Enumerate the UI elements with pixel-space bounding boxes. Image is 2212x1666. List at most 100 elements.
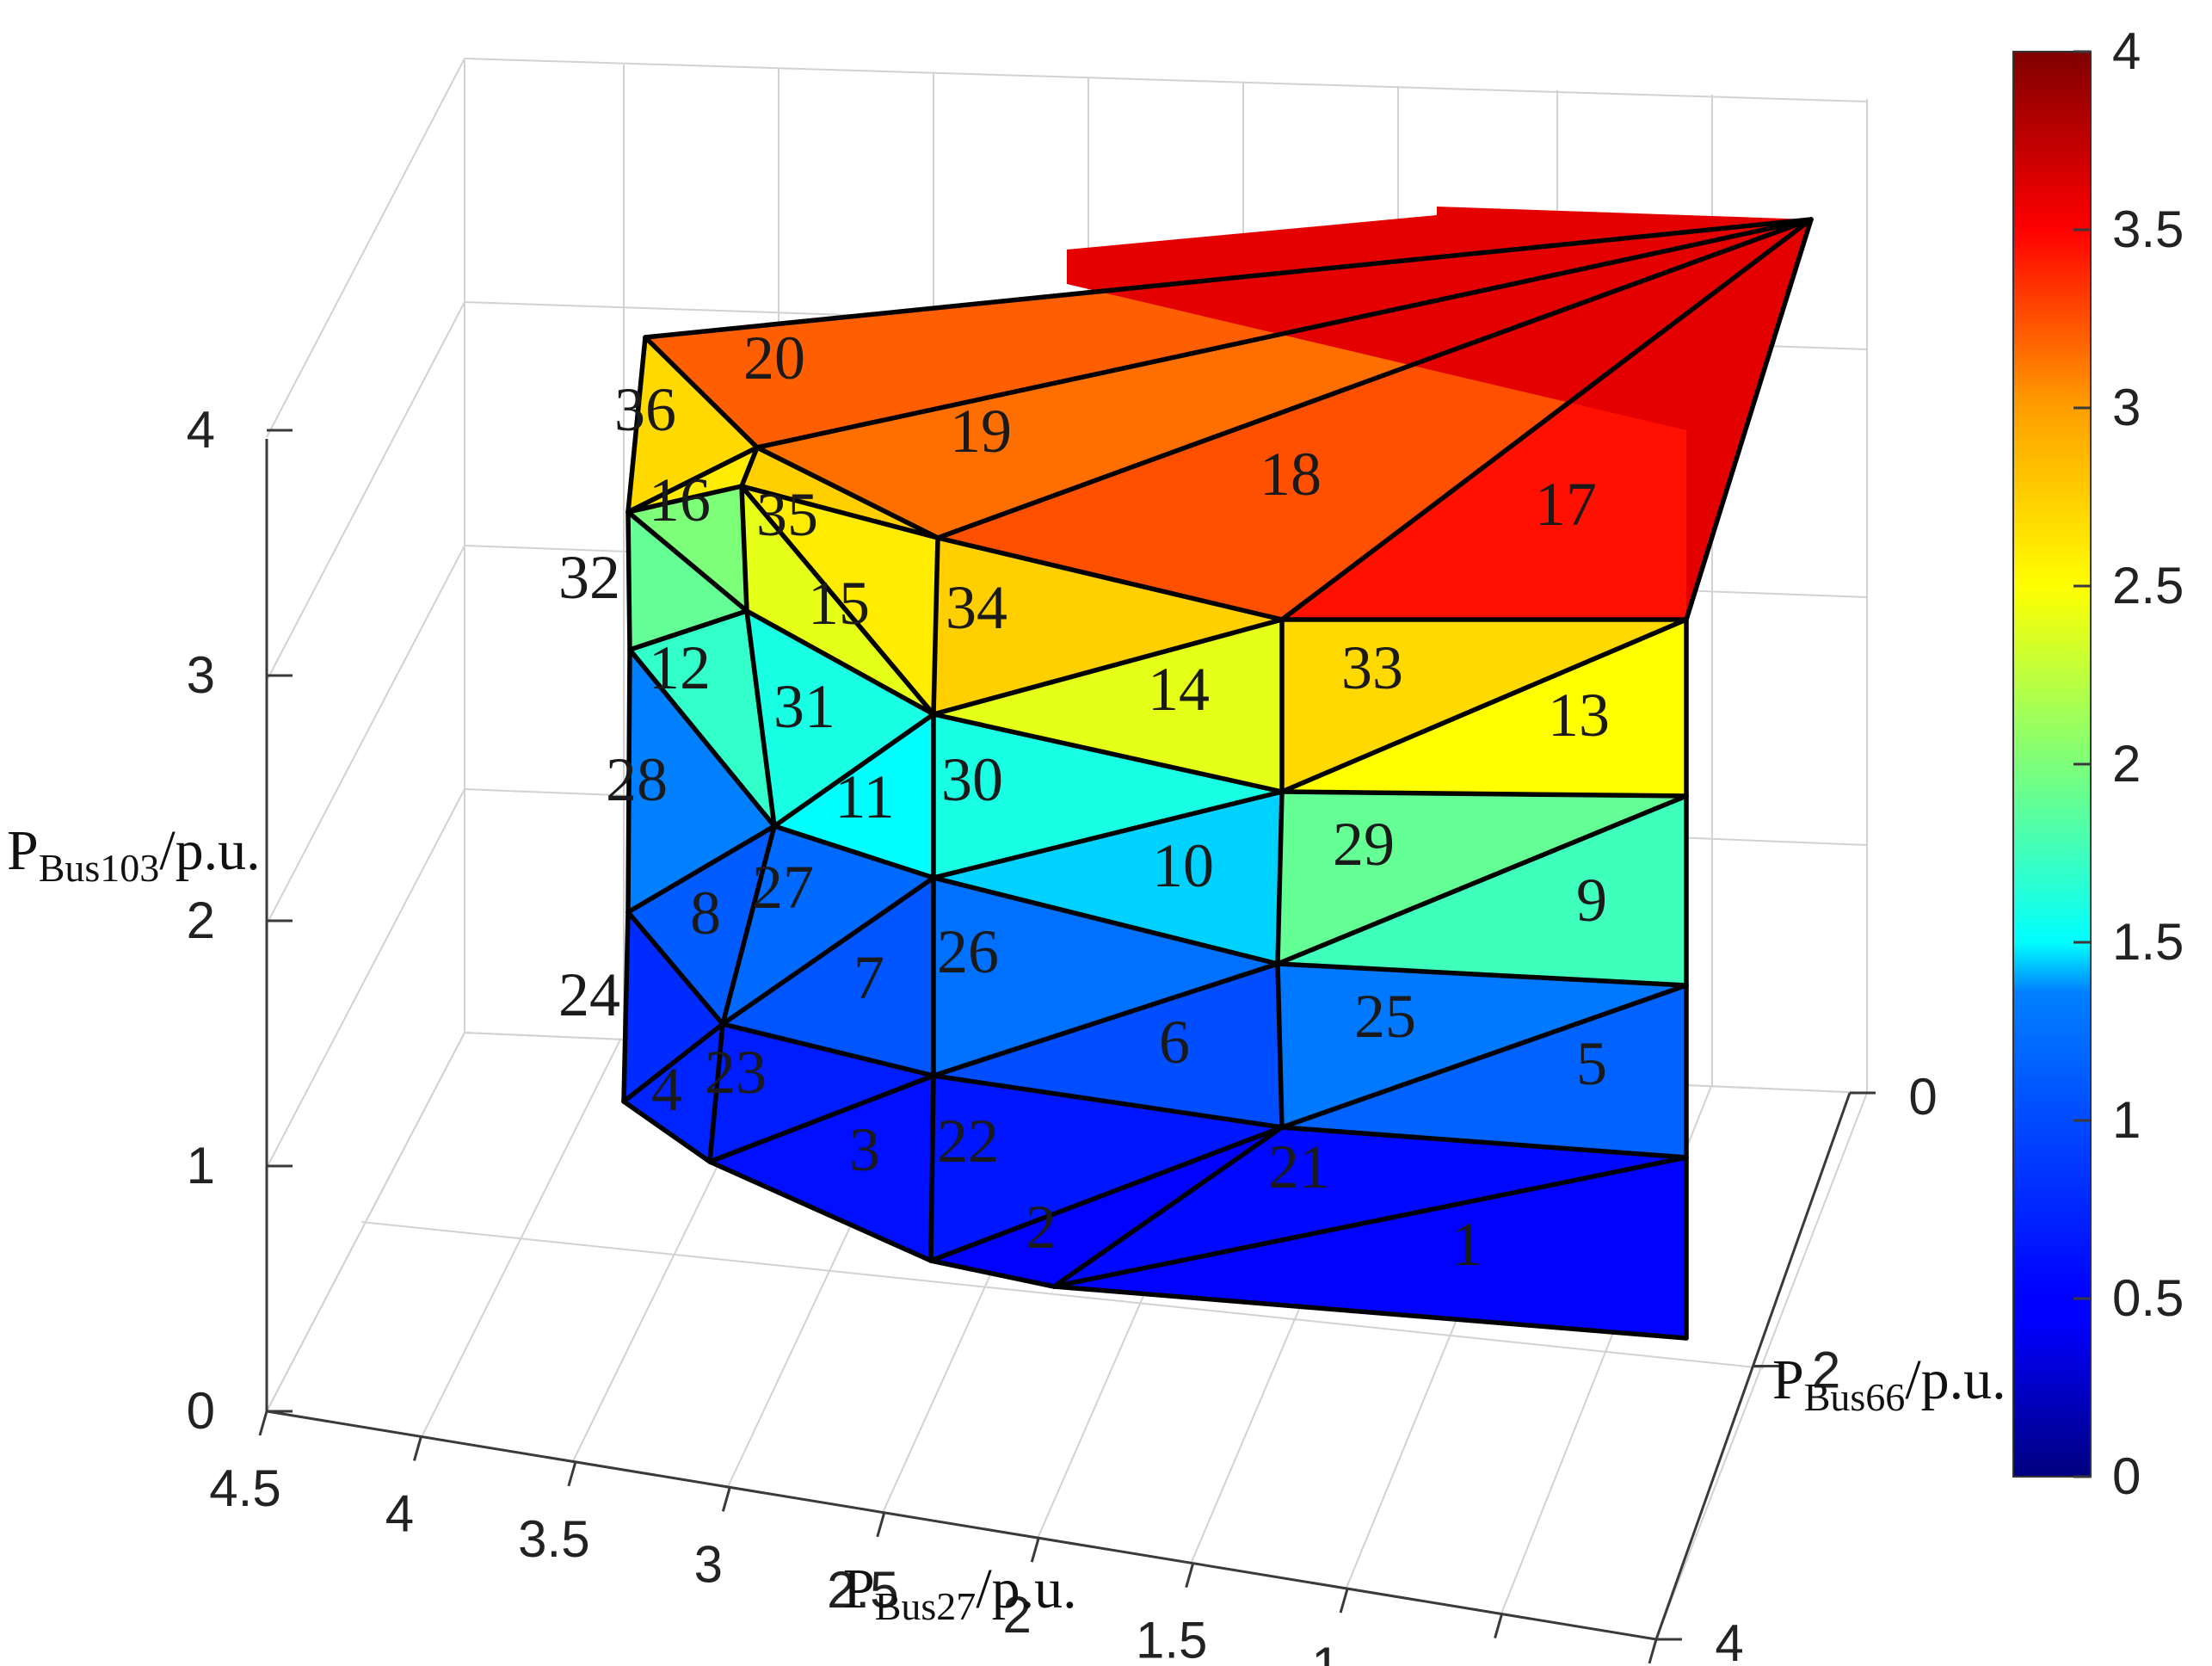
colorbar-tick-label: 1.5 xyxy=(2112,913,2184,971)
region-label-15: 15 xyxy=(808,569,870,638)
triangle-edge xyxy=(1051,1284,1689,1341)
triangle-edge xyxy=(625,335,648,515)
triangle-edge xyxy=(739,484,940,540)
triangle-edge xyxy=(625,509,749,614)
triangle-edge xyxy=(772,824,936,880)
region-label-13: 13 xyxy=(1548,681,1610,750)
floor-grid-line xyxy=(360,1221,1765,1369)
colorbar-tick-label: 3 xyxy=(2112,379,2141,436)
region-label-16: 16 xyxy=(649,466,711,534)
region-label-32: 32 xyxy=(558,543,620,612)
x-tick xyxy=(1339,1588,1349,1614)
triangle-edge xyxy=(755,445,940,540)
region-label-26: 26 xyxy=(937,917,999,986)
x-tick xyxy=(721,1486,731,1512)
back-grid-hline xyxy=(464,58,1868,102)
x-tick-label: 3 xyxy=(694,1535,723,1593)
triangle-edge xyxy=(625,484,744,515)
triangle-edge xyxy=(1275,793,1689,966)
z-tick-label: 2 xyxy=(187,892,215,949)
colorbar-tick-label: 3.5 xyxy=(2112,201,2184,258)
z-axis-label: PBus103/p.u. xyxy=(7,819,261,890)
x-tick-label: 0.5 xyxy=(1445,1663,1516,1666)
triangle-edge xyxy=(643,335,760,450)
triangle-edge xyxy=(643,217,1814,340)
x-tick xyxy=(1648,1638,1658,1664)
triangle-edge xyxy=(720,1021,936,1078)
region-label-18: 18 xyxy=(1260,440,1322,509)
z-tick-label: 4 xyxy=(187,401,215,459)
region-label-8: 8 xyxy=(690,879,721,947)
side-grid-line xyxy=(266,58,465,438)
z-tick-label: 1 xyxy=(187,1137,215,1194)
region-label-1: 1 xyxy=(1451,1210,1482,1279)
region-label-28: 28 xyxy=(606,745,668,814)
triangle-edge xyxy=(928,1073,936,1263)
region-label-3: 3 xyxy=(849,1115,880,1184)
triangle-edge xyxy=(931,789,1285,880)
triangle-edge xyxy=(739,484,936,717)
triangle-edge xyxy=(739,484,749,614)
region-label-14: 14 xyxy=(1148,655,1210,724)
floor-grid-line xyxy=(416,1039,622,1447)
triangle-edge xyxy=(1279,983,1689,1130)
triangle-edge xyxy=(928,1258,1057,1289)
side-grid-line xyxy=(266,788,465,1169)
colorbar-tick-label: 2 xyxy=(2112,735,2141,793)
triangle-edge xyxy=(1275,961,1689,988)
region-label-34: 34 xyxy=(946,573,1007,642)
region-label-29: 29 xyxy=(1333,810,1395,879)
triangle-edge xyxy=(625,445,760,515)
triangle-edge xyxy=(1279,1125,1689,1160)
triangle-edge xyxy=(625,647,632,915)
region-label-10: 10 xyxy=(1152,831,1214,900)
region-label-22: 22 xyxy=(937,1107,999,1175)
triangle-edge xyxy=(1051,1125,1285,1289)
triangle-edge xyxy=(755,217,1814,450)
region-label-25: 25 xyxy=(1354,982,1416,1051)
triangle-edge xyxy=(931,712,1285,794)
triangle-edge xyxy=(1279,217,1814,622)
x-tick-label: 4.5 xyxy=(209,1459,280,1517)
region-label-5: 5 xyxy=(1576,1029,1607,1098)
x-tick-label: 1 xyxy=(1311,1637,1340,1666)
z-tick-label: 0 xyxy=(187,1382,215,1440)
colorbar-ticks: 0 0.5 1 1.5 2 2.5 3 3.5 4 xyxy=(2073,22,2184,1505)
x-axis-line xyxy=(266,1410,1657,1641)
region-label-12: 12 xyxy=(649,633,711,702)
region-label-36: 36 xyxy=(614,375,676,444)
triangle-edge xyxy=(931,961,1280,1078)
triangle-edge xyxy=(931,1073,1285,1130)
triangle-edge xyxy=(935,535,1285,622)
triangle-edge xyxy=(931,875,1280,966)
region-label-30: 30 xyxy=(941,745,1003,814)
side-grid-line xyxy=(266,301,465,682)
triangle-edge xyxy=(625,509,632,652)
triangle-edge xyxy=(625,824,777,915)
triangle-edge xyxy=(931,617,1285,717)
triangle-edge xyxy=(1275,961,1285,1130)
triangle-edge xyxy=(627,647,777,829)
triangle-edge xyxy=(744,608,936,717)
triangle-edge xyxy=(621,1099,712,1164)
region-label-24: 24 xyxy=(558,960,620,1029)
triangle-edge xyxy=(720,875,936,1027)
triangle-edge xyxy=(928,1125,1285,1263)
triangle-edge xyxy=(1279,789,1689,799)
triangle-edge xyxy=(720,824,777,1027)
triangle-edge xyxy=(1684,217,1814,622)
triangle-edge xyxy=(739,445,760,489)
region-label-11: 11 xyxy=(835,762,894,831)
triangle-edge xyxy=(931,535,940,717)
y-tick-label: 4 xyxy=(1715,1614,1743,1666)
triangle-edge xyxy=(621,1021,725,1104)
x-tick xyxy=(1030,1537,1040,1563)
x-tick xyxy=(413,1436,422,1461)
triangle-edge xyxy=(1279,617,1689,794)
region-label-21: 21 xyxy=(1268,1132,1330,1201)
x-tick-label: 1.5 xyxy=(1136,1612,1207,1666)
triangle-edge xyxy=(625,910,725,1027)
triangle-edge xyxy=(1275,789,1285,966)
